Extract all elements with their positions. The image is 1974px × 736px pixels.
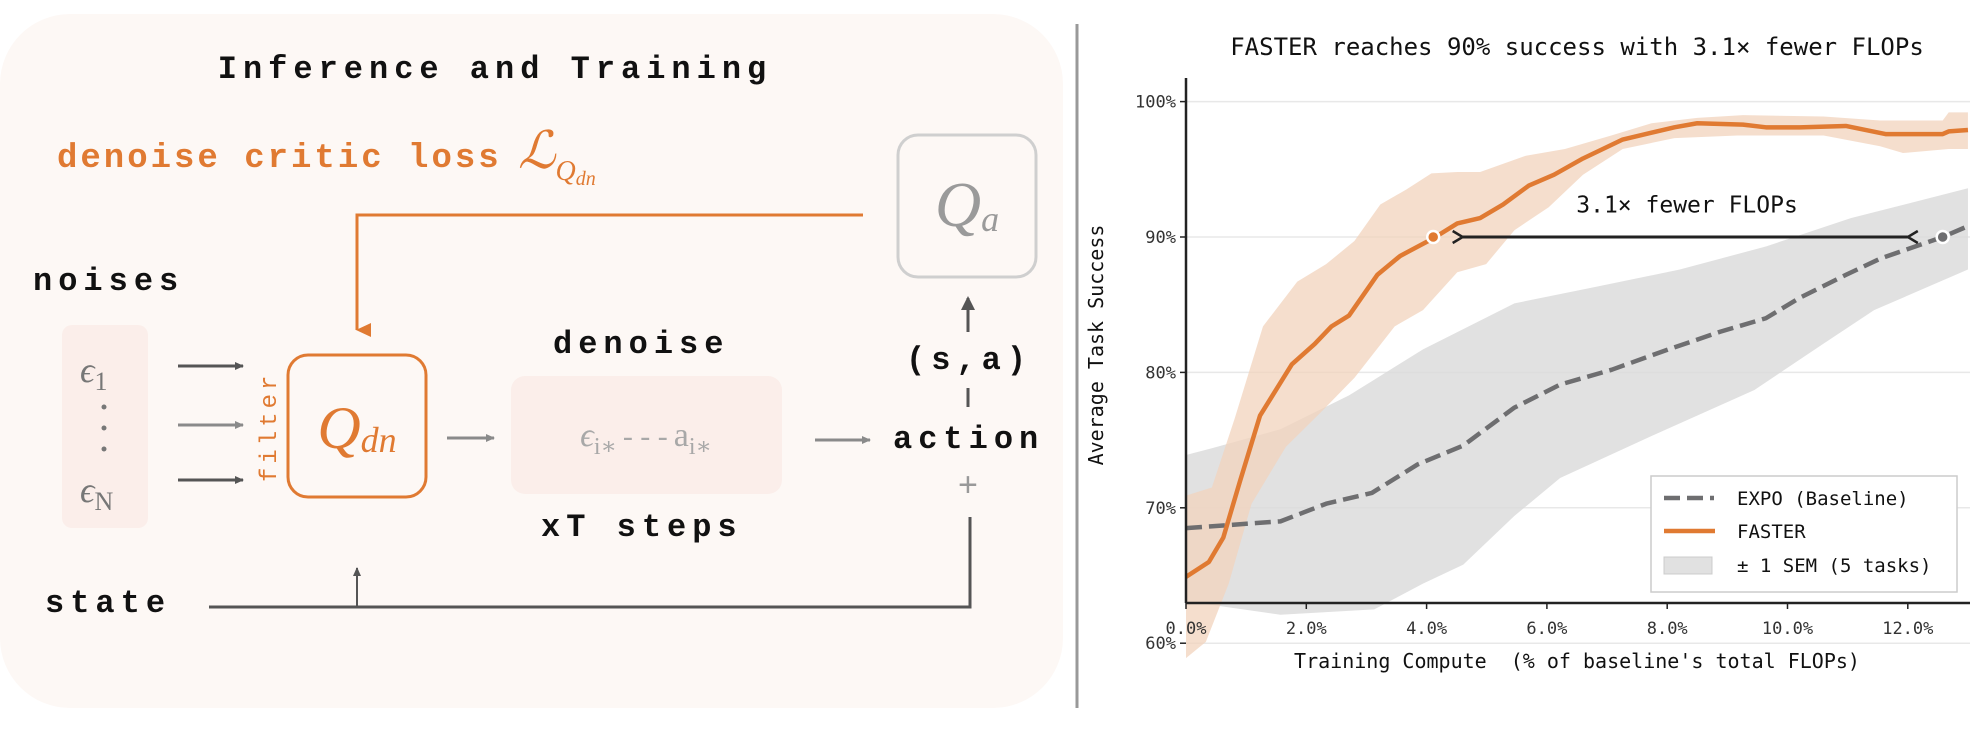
denoise-label: denoise — [553, 326, 729, 363]
legend: EXPO (Baseline) FASTER ± 1 SEM (5 tasks) — [1650, 475, 1958, 593]
qa-symbol: Qa — [935, 169, 999, 240]
loss-symbol-subsub: dn — [576, 168, 596, 190]
faster-sem-band — [1186, 112, 1968, 659]
qa-symbol-main: Q — [935, 169, 981, 240]
y-tick-label: 90% — [1145, 228, 1176, 248]
expo-sem-band — [1186, 188, 1968, 615]
state-action-label: (s,a) — [906, 342, 1032, 379]
qa-critic-box — [896, 133, 1038, 279]
x-tick-label: 10.0% — [1762, 619, 1813, 639]
noise-epsilon-1: ϵ1 — [80, 350, 108, 396]
chart-title: FASTER reaches 90% success with 3.1× few… — [1230, 33, 1924, 61]
loss-symbol: ℒQdn — [518, 123, 596, 190]
ellipsis-dot — [101, 404, 107, 410]
faster-line — [1184, 121, 1969, 579]
noise-epsilon-n: ϵN — [80, 470, 114, 516]
ellipsis-dot — [101, 425, 107, 431]
y-tick-label: 70% — [1145, 499, 1176, 519]
x-tick-label: 6.0% — [1526, 619, 1567, 639]
ellipsis-dot — [101, 446, 107, 452]
plus-sign: + — [958, 469, 978, 507]
x-axis-label: Training Compute (% of baseline's total … — [1294, 649, 1860, 673]
legend-label-sem: ± 1 SEM (5 tasks) — [1737, 555, 1931, 577]
denoise-chain-box — [511, 376, 782, 494]
threshold-marker — [1935, 229, 1950, 245]
y-tick-label: 100% — [1135, 93, 1176, 113]
x-tick-label: 0.0% — [1166, 619, 1207, 639]
qdn-symbol: Qdn — [317, 395, 396, 461]
y-tick-label: 60% — [1145, 634, 1176, 654]
x-tick-label: 12.0% — [1882, 619, 1933, 639]
diagram-panel — [0, 14, 1063, 708]
x-tick-label: 8.0% — [1647, 619, 1688, 639]
action-label: action — [893, 421, 1044, 458]
loss-feedback-arrow — [355, 213, 863, 337]
filter-label: filter — [257, 372, 284, 482]
loss-label: denoise critic loss — [57, 140, 502, 178]
state-line — [209, 517, 972, 609]
legend-swatch-sem — [1663, 556, 1713, 575]
inference-training-diagram: Inference and Training denoise critic lo… — [0, 14, 1063, 708]
success-chart: FASTER reaches 90% success with 3.1× few… — [1084, 33, 1970, 673]
qdn-critic-box — [286, 353, 428, 499]
qdn-symbol-sub: dn — [361, 420, 397, 460]
steps-label: xT steps — [541, 509, 743, 546]
loss-symbol-main: ℒ — [518, 123, 557, 180]
denoise-chain: ϵi∗ - - - ai∗ — [580, 417, 712, 460]
y-tick-label: 80% — [1145, 363, 1176, 383]
qdn-symbol-main: Q — [317, 395, 360, 461]
x-tick-label: 2.0% — [1286, 619, 1327, 639]
legend-label-expo: EXPO (Baseline) — [1737, 488, 1909, 510]
y-axis-label: Average Task Success — [1084, 225, 1108, 466]
qa-symbol-sub: a — [981, 199, 999, 239]
diagram-title: Inference and Training — [218, 51, 772, 88]
x-tick-label: 4.0% — [1406, 619, 1447, 639]
legend-label-faster: FASTER — [1737, 521, 1806, 543]
expo-line — [1185, 224, 1969, 531]
loss-symbol-sub: Q — [555, 156, 575, 187]
threshold-marker — [1425, 229, 1441, 245]
noises-label: noises — [33, 263, 184, 300]
state-label: state — [45, 585, 171, 622]
fewer-flops-annotation: 3.1× fewer FLOPs — [1576, 193, 1798, 219]
